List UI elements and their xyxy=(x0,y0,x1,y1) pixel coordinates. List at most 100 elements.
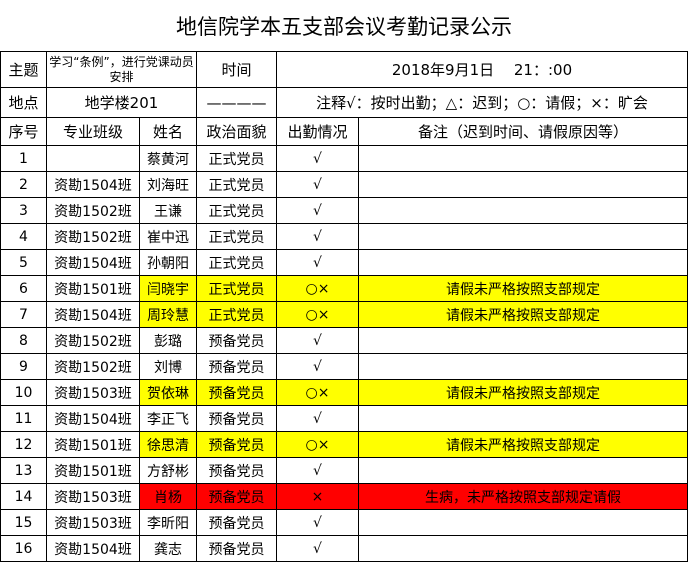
table-row: 14 资勘1503班 肖杨 预备党员 × 生病，未严格按照支部规定请假 xyxy=(0,483,688,510)
row-remark xyxy=(358,197,688,224)
table-row: 6 资勘1501班 闫晓宇 正式党员 ○× 请假未严格按照支部规定 xyxy=(0,275,688,302)
header-class: 专业班级 xyxy=(46,117,140,146)
row-class: 资勘1504班 xyxy=(46,405,140,432)
time-label: 时间 xyxy=(196,51,277,88)
row-attendance: √ xyxy=(276,223,359,250)
table-row: 8 资勘1502班 彭璐 预备党员 √ xyxy=(0,327,688,354)
place-value: 地学楼201 xyxy=(46,87,197,118)
table-row: 4 资勘1502班 崔中迅 正式党员 √ xyxy=(0,223,688,250)
row-status: 预备党员 xyxy=(196,509,277,536)
row-attendance: ○× xyxy=(276,431,359,458)
row-remark: 请假未严格按照支部规定 xyxy=(358,431,688,458)
header-attendance: 出勤情况 xyxy=(276,117,359,146)
row-status: 正式党员 xyxy=(196,275,277,302)
table-row: 2 资勘1504班 刘海旺 正式党员 √ xyxy=(0,171,688,198)
row-name: 肖杨 xyxy=(139,483,197,510)
topic-value: 学习“条例”，进行党课动员安排 xyxy=(46,51,197,88)
row-name: 孙朝阳 xyxy=(139,249,197,276)
row-class xyxy=(46,145,140,172)
row-name: 李正飞 xyxy=(139,405,197,432)
row-name: 刘海旺 xyxy=(139,171,197,198)
row-name: 闫晓宇 xyxy=(139,275,197,302)
row-number: 12 xyxy=(0,431,47,458)
row-attendance: ○× xyxy=(276,379,359,406)
row-number: 6 xyxy=(0,275,47,302)
row-class: 资勘1501班 xyxy=(46,457,140,484)
row-number: 7 xyxy=(0,301,47,328)
table-row: 15 资勘1503班 李昕阳 预备党员 √ xyxy=(0,509,688,536)
header-no: 序号 xyxy=(0,117,47,146)
row-remark xyxy=(358,249,688,276)
row-name: 周玲慧 xyxy=(139,301,197,328)
header-status: 政治面貌 xyxy=(196,117,277,146)
row-attendance: √ xyxy=(276,145,359,172)
table-row: 16 资勘1504班 龚志 预备党员 √ xyxy=(0,535,688,562)
row-attendance: √ xyxy=(276,457,359,484)
row-name: 李昕阳 xyxy=(139,509,197,536)
row-status: 预备党员 xyxy=(196,327,277,354)
row-class: 资勘1501班 xyxy=(46,275,140,302)
row-number: 5 xyxy=(0,249,47,276)
row-attendance: √ xyxy=(276,405,359,432)
row-name: 龚志 xyxy=(139,535,197,562)
row-attendance: ○× xyxy=(276,301,359,328)
row-attendance: √ xyxy=(276,197,359,224)
row-status: 预备党员 xyxy=(196,457,277,484)
row-class: 资勘1503班 xyxy=(46,509,140,536)
table-row: 9 资勘1502班 刘博 预备党员 √ xyxy=(0,353,688,380)
row-name: 彭璐 xyxy=(139,327,197,354)
row-number: 11 xyxy=(0,405,47,432)
row-status: 预备党员 xyxy=(196,431,277,458)
row-remark: 请假未严格按照支部规定 xyxy=(358,379,688,406)
row-status: 正式党员 xyxy=(196,171,277,198)
row-remark: 请假未严格按照支部规定 xyxy=(358,301,688,328)
row-class: 资勘1504班 xyxy=(46,301,140,328)
row-status: 预备党员 xyxy=(196,353,277,380)
row-status: 预备党员 xyxy=(196,379,277,406)
dash-placeholder: ———— xyxy=(196,87,277,118)
row-number: 13 xyxy=(0,457,47,484)
row-attendance: √ xyxy=(276,509,359,536)
row-number: 3 xyxy=(0,197,47,224)
row-status: 预备党员 xyxy=(196,405,277,432)
row-remark xyxy=(358,509,688,536)
row-number: 1 xyxy=(0,145,47,172)
row-name: 方舒彬 xyxy=(139,457,197,484)
row-attendance: ○× xyxy=(276,275,359,302)
row-remark xyxy=(358,223,688,250)
row-status: 预备党员 xyxy=(196,483,277,510)
row-name: 刘博 xyxy=(139,353,197,380)
table-row: 11 资勘1504班 李正飞 预备党员 √ xyxy=(0,405,688,432)
table-row: 13 资勘1501班 方舒彬 预备党员 √ xyxy=(0,457,688,484)
table-row: 3 资勘1502班 王谦 正式党员 √ xyxy=(0,197,688,224)
row-remark xyxy=(358,353,688,380)
row-class: 资勘1504班 xyxy=(46,535,140,562)
row-status: 预备党员 xyxy=(196,535,277,562)
row-class: 资勘1503班 xyxy=(46,379,140,406)
row-number: 10 xyxy=(0,379,47,406)
row-name: 徐思清 xyxy=(139,431,197,458)
row-attendance: √ xyxy=(276,353,359,380)
row-status: 正式党员 xyxy=(196,197,277,224)
time-value: 2018年9月1日 21：:00 xyxy=(276,51,688,88)
table-row: 5 资勘1504班 孙朝阳 正式党员 √ xyxy=(0,249,688,276)
row-remark: 生病，未严格按照支部规定请假 xyxy=(358,483,688,510)
topic-label: 主题 xyxy=(0,51,47,88)
row-remark: 请假未严格按照支部规定 xyxy=(358,275,688,302)
row-name: 蔡黄河 xyxy=(139,145,197,172)
row-status: 正式党员 xyxy=(196,249,277,276)
row-number: 8 xyxy=(0,327,47,354)
header-name: 姓名 xyxy=(139,117,197,146)
row-status: 正式党员 xyxy=(196,145,277,172)
row-name: 贺依琳 xyxy=(139,379,197,406)
row-number: 16 xyxy=(0,535,47,562)
row-attendance: √ xyxy=(276,171,359,198)
place-label: 地点 xyxy=(0,87,47,118)
row-number: 15 xyxy=(0,509,47,536)
row-number: 14 xyxy=(0,483,47,510)
row-class: 资勘1504班 xyxy=(46,249,140,276)
row-class: 资勘1502班 xyxy=(46,327,140,354)
page-title: 地信院学本五支部会议考勤记录公示 xyxy=(0,0,688,52)
row-class: 资勘1502班 xyxy=(46,223,140,250)
